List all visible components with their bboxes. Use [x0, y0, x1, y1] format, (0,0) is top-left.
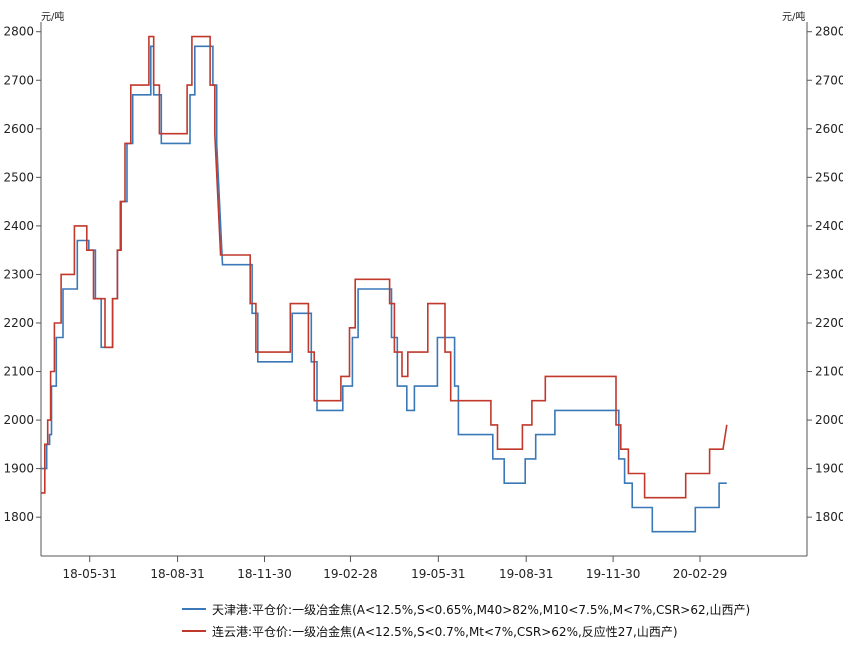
- legend: 天津港:平仓价:一级冶金焦(A<12.5%,S<0.65%,M40>82%,M1…: [182, 598, 750, 642]
- y-tick-label-left-2100: 2100: [3, 365, 34, 379]
- series-line-1: [41, 35, 728, 499]
- x-tick-label-7: 20-02-29: [673, 567, 727, 581]
- y-tick-label-left-2600: 2600: [3, 122, 34, 136]
- y-tick-label-right-2600: 2600: [815, 122, 843, 136]
- y-ticks-left: 1800 1900 2000 2100 2200 2300 2400 2500 2600 2700…: [3, 25, 41, 524]
- y-tick-label-right-2400: 2400: [815, 219, 843, 233]
- x-tick-label-6: 19-11-30: [586, 567, 640, 581]
- y-tick-label-right-2300: 2300: [815, 267, 843, 281]
- y-tick-label-right-2700: 2700: [815, 73, 843, 87]
- x-ticks: 18-05-31 18-08-31 18-11-30 19-02-28 19-05-31…: [62, 556, 727, 581]
- y-tick-label-right-2100: 2100: [815, 365, 843, 379]
- line-chart: 元/吨 元/吨 1800 1900 2000 2100 2200 2300 2400 2500…: [3, 10, 843, 581]
- y-tick-label-right-2800: 2800: [815, 25, 843, 39]
- y-tick-label-left-1800: 1800: [3, 510, 34, 524]
- legend-label-tianjin: 天津港:平仓价:一级冶金焦(A<12.5%,S<0.65%,M40>82%,M1…: [212, 602, 751, 617]
- y-tick-label-left-2200: 2200: [3, 316, 34, 330]
- x-tick-label-1: 18-08-31: [150, 567, 204, 581]
- legend-label-lianyungang: 连云港:平仓价:一级冶金焦(A<12.5%,S<0.7%,Mt<7%,CSR>6…: [212, 624, 678, 639]
- x-tick-label-4: 19-05-31: [411, 567, 465, 581]
- y-tick-label-left-2500: 2500: [3, 170, 34, 184]
- x-tick-label-3: 19-02-28: [323, 567, 377, 581]
- y-axis-unit-right: 元/吨: [782, 10, 805, 23]
- y-tick-label-right-2500: 2500: [815, 170, 843, 184]
- y-ticks-right: 1800 1900 2000 2100 2200 2300 2400 2500 2600 2700…: [807, 25, 843, 524]
- y-tick-label-left-1900: 1900: [3, 462, 34, 476]
- series-layer: [41, 35, 728, 533]
- legend-item-lianyungang: 连云港:平仓价:一级冶金焦(A<12.5%,S<0.7%,Mt<7%,CSR>6…: [182, 620, 750, 642]
- y-tick-label-left-2000: 2000: [3, 413, 34, 427]
- legend-swatch-tianjin: [182, 608, 206, 610]
- x-tick-label-2: 18-11-30: [237, 567, 291, 581]
- x-tick-label-5: 19-08-31: [499, 567, 553, 581]
- y-tick-label-right-1900: 1900: [815, 462, 843, 476]
- y-tick-label-right-2000: 2000: [815, 413, 843, 427]
- y-tick-label-left-2300: 2300: [3, 267, 34, 281]
- y-tick-label-left-2800: 2800: [3, 25, 34, 39]
- y-tick-label-right-1800: 1800: [815, 510, 843, 524]
- series-line-0: [41, 45, 727, 533]
- y-tick-label-right-2200: 2200: [815, 316, 843, 330]
- x-tick-label-0: 18-05-31: [62, 567, 116, 581]
- y-tick-label-left-2400: 2400: [3, 219, 34, 233]
- y-axis-unit-left: 元/吨: [41, 10, 64, 23]
- legend-item-tianjin: 天津港:平仓价:一级冶金焦(A<12.5%,S<0.65%,M40>82%,M1…: [182, 598, 750, 620]
- legend-swatch-lianyungang: [182, 630, 206, 632]
- y-tick-label-left-2700: 2700: [3, 73, 34, 87]
